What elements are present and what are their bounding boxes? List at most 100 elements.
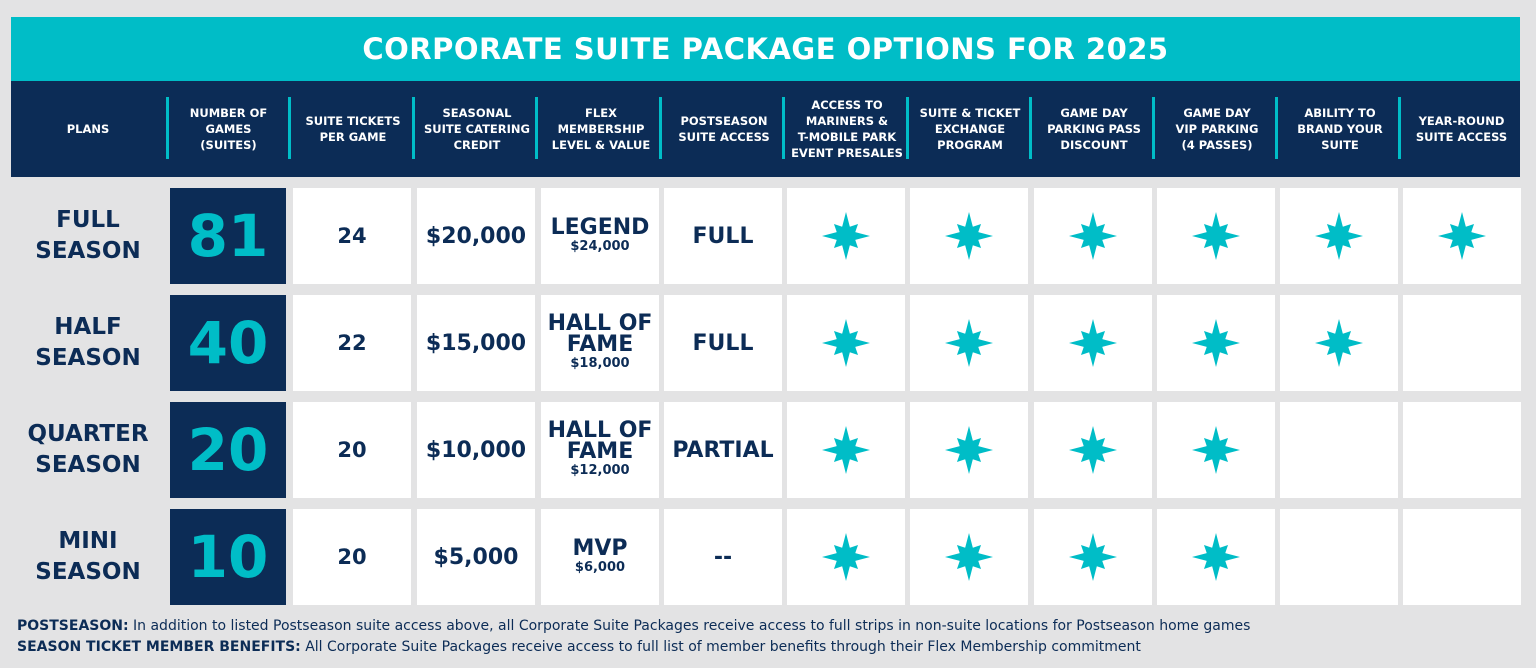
header-divider	[412, 97, 415, 159]
compass-star-icon	[1315, 319, 1363, 367]
compass-star-icon	[1192, 533, 1240, 581]
compass-star-icon	[1438, 212, 1486, 260]
plan-name: MINI SEASON	[35, 528, 141, 585]
compass-star-icon	[945, 212, 993, 260]
benefit-cell	[910, 295, 1028, 391]
compass-star-icon	[1069, 319, 1117, 367]
membership-level: HALL OF FAME $18,000	[541, 295, 659, 391]
column-header: SUITE TICKETS PER GAME	[305, 114, 401, 144]
compass-star-icon	[822, 426, 870, 474]
membership-level-name: HALL OF FAME	[547, 311, 653, 357]
benefit-cell	[1403, 295, 1521, 391]
benefit-cell	[787, 295, 905, 391]
tickets-per-game: 22	[293, 295, 411, 391]
column-header: NUMBER OF GAMES (SUITES)	[189, 106, 268, 152]
benefit-cell	[910, 402, 1028, 498]
catering-credit: $5,000	[417, 509, 535, 605]
compass-star-icon	[1069, 533, 1117, 581]
header-divider	[1398, 97, 1401, 159]
column-header: SEASONAL SUITE CATERING CREDIT	[424, 106, 530, 152]
header-divider	[1029, 97, 1032, 159]
plan-name: FULL SEASON	[35, 207, 141, 264]
column-header: PLANS	[66, 122, 110, 136]
benefit-cell	[1034, 188, 1152, 284]
compass-star-icon	[822, 319, 870, 367]
compass-star-icon	[945, 319, 993, 367]
games-count: 20	[170, 402, 286, 498]
header-divider	[659, 97, 662, 159]
footnotes: POSTSEASON: In addition to listed Postse…	[17, 616, 1250, 658]
membership-level-value: $24,000	[570, 238, 630, 254]
column-header: ABILITY TO BRAND YOUR SUITE	[1297, 106, 1383, 152]
membership-level: MVP $6,000	[541, 509, 659, 605]
benefit-cell	[787, 188, 905, 284]
page-title: CORPORATE SUITE PACKAGE OPTIONS FOR 2025	[362, 32, 1169, 66]
postseason-access: FULL	[664, 295, 782, 391]
header-divider	[782, 97, 785, 159]
compass-star-icon	[1069, 212, 1117, 260]
footnote-postseason: POSTSEASON: In addition to listed Postse…	[17, 618, 1251, 634]
games-count: 10	[170, 509, 286, 605]
header-divider	[288, 97, 291, 159]
header-divider	[1275, 97, 1278, 159]
benefit-cell	[1280, 509, 1398, 605]
header-divider	[906, 97, 909, 159]
benefit-cell	[1157, 188, 1275, 284]
catering-credit: $10,000	[417, 402, 535, 498]
benefit-cell	[1034, 295, 1152, 391]
benefit-cell	[1034, 509, 1152, 605]
postseason-access: PARTIAL	[664, 402, 782, 498]
benefit-cell	[1403, 188, 1521, 284]
benefit-cell	[1280, 188, 1398, 284]
compass-star-icon	[945, 426, 993, 474]
column-header: POSTSEASON SUITE ACCESS	[678, 114, 770, 144]
benefit-cell	[787, 402, 905, 498]
compass-star-icon	[945, 533, 993, 581]
membership-level-value: $12,000	[570, 463, 630, 478]
column-header: SUITE & TICKET EXCHANGE PROGRAM	[919, 106, 1021, 152]
benefit-cell	[910, 509, 1028, 605]
header-divider	[1152, 97, 1155, 159]
column-header: FLEX MEMBERSHIP LEVEL & VALUE	[551, 106, 651, 152]
postseason-access: FULL	[664, 188, 782, 284]
membership-level-name: MVP	[572, 535, 628, 561]
compass-star-icon	[822, 533, 870, 581]
column-header-row: PLANS NUMBER OF GAMES (SUITES) SUITE TICKE…	[11, 81, 1520, 177]
membership-level-value: $6,000	[574, 559, 626, 575]
membership-level-value: $18,000	[570, 356, 630, 371]
membership-level-name: HALL OF FAME	[547, 418, 653, 464]
compass-star-icon	[1315, 212, 1363, 260]
compass-star-icon	[1192, 212, 1240, 260]
catering-credit: $15,000	[417, 295, 535, 391]
catering-credit: $20,000	[417, 188, 535, 284]
games-count: 81	[170, 188, 286, 284]
column-header: YEAR-ROUND SUITE ACCESS	[1415, 114, 1508, 144]
header-divider	[166, 97, 169, 159]
column-header: ACCESS TO MARINERS & T-MOBILE PARK EVENT…	[791, 98, 903, 160]
postseason-access: --	[664, 509, 782, 605]
benefit-cell	[1157, 295, 1275, 391]
tickets-per-game: 24	[293, 188, 411, 284]
membership-level: HALL OF FAME $12,000	[541, 402, 659, 498]
benefit-cell	[1157, 509, 1275, 605]
membership-level: LEGEND $24,000	[541, 188, 659, 284]
benefit-cell	[1403, 402, 1521, 498]
compass-star-icon	[1192, 426, 1240, 474]
benefit-cell	[1034, 402, 1152, 498]
footnote-member-benefits: SEASON TICKET MEMBER BENEFITS: All Corpo…	[17, 639, 1141, 655]
column-header: GAME DAY PARKING PASS DISCOUNT	[1047, 106, 1141, 152]
tickets-per-game: 20	[293, 402, 411, 498]
plan-name: QUARTER SEASON	[27, 421, 149, 478]
games-count: 40	[170, 295, 286, 391]
benefit-cell	[1280, 402, 1398, 498]
title-banner: CORPORATE SUITE PACKAGE OPTIONS FOR 2025	[11, 17, 1520, 81]
benefit-cell	[910, 188, 1028, 284]
compass-star-icon	[1192, 319, 1240, 367]
column-header: GAME DAY VIP PARKING (4 PASSES)	[1175, 106, 1259, 152]
tickets-per-game: 20	[293, 509, 411, 605]
benefit-cell	[787, 509, 905, 605]
benefit-cell	[1157, 402, 1275, 498]
membership-level-name: LEGEND	[550, 214, 650, 240]
compass-star-icon	[1069, 426, 1117, 474]
benefit-cell	[1403, 509, 1521, 605]
